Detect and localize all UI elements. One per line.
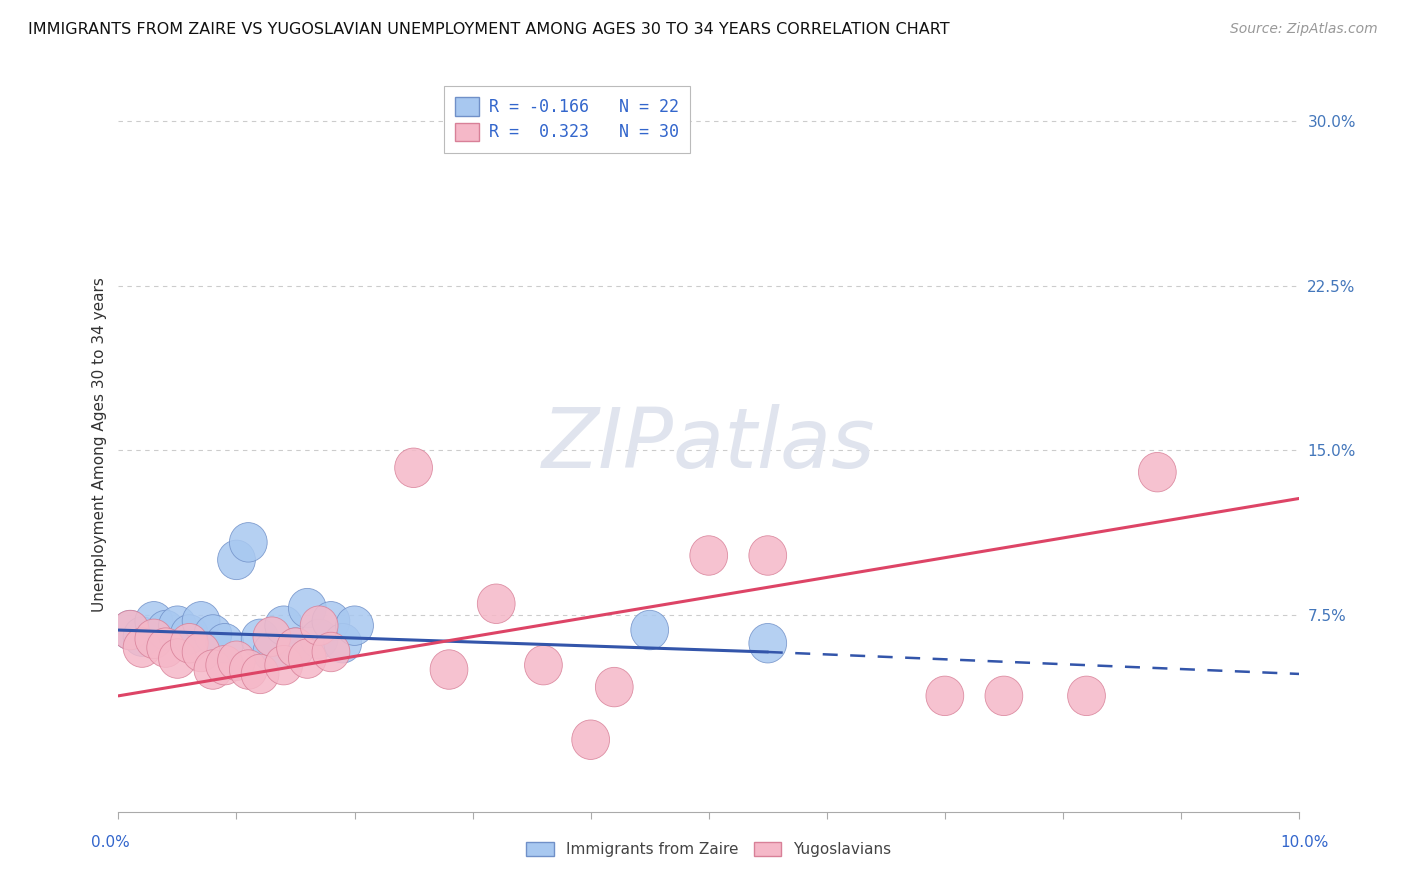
Ellipse shape [277, 628, 315, 667]
Ellipse shape [124, 617, 160, 657]
Y-axis label: Unemployment Among Ages 30 to 34 years: Unemployment Among Ages 30 to 34 years [93, 277, 107, 612]
Ellipse shape [124, 628, 160, 667]
Ellipse shape [194, 615, 232, 654]
Ellipse shape [631, 610, 669, 649]
Text: IMMIGRANTS FROM ZAIRE VS YUGOSLAVIAN UNEMPLOYMENT AMONG AGES 30 TO 34 YEARS CORR: IMMIGRANTS FROM ZAIRE VS YUGOSLAVIAN UNE… [28, 22, 949, 37]
Ellipse shape [218, 541, 256, 580]
Ellipse shape [1067, 676, 1105, 715]
Text: ZIPatlas: ZIPatlas [541, 404, 876, 485]
Ellipse shape [1139, 452, 1177, 491]
Ellipse shape [229, 649, 267, 690]
Ellipse shape [288, 589, 326, 628]
Text: 0.0%: 0.0% [91, 836, 131, 850]
Ellipse shape [301, 619, 337, 658]
Ellipse shape [229, 523, 267, 562]
Ellipse shape [170, 615, 208, 654]
Ellipse shape [524, 646, 562, 685]
Text: Source: ZipAtlas.com: Source: ZipAtlas.com [1230, 22, 1378, 37]
Ellipse shape [111, 610, 149, 649]
Ellipse shape [430, 649, 468, 690]
Ellipse shape [253, 617, 291, 657]
Ellipse shape [218, 641, 256, 681]
Ellipse shape [159, 606, 197, 646]
Ellipse shape [312, 632, 350, 672]
Ellipse shape [927, 676, 963, 715]
Ellipse shape [749, 624, 786, 663]
Ellipse shape [146, 610, 184, 649]
Ellipse shape [183, 632, 219, 672]
Ellipse shape [301, 606, 337, 646]
Ellipse shape [194, 649, 232, 690]
Ellipse shape [395, 448, 433, 488]
Ellipse shape [312, 601, 350, 641]
Ellipse shape [477, 584, 515, 624]
Ellipse shape [135, 601, 173, 641]
Ellipse shape [264, 606, 302, 646]
Ellipse shape [253, 632, 291, 672]
Ellipse shape [111, 610, 149, 649]
Ellipse shape [288, 639, 326, 678]
Ellipse shape [277, 628, 315, 667]
Ellipse shape [986, 676, 1022, 715]
Ellipse shape [336, 606, 374, 646]
Ellipse shape [205, 646, 243, 685]
Ellipse shape [242, 654, 278, 694]
Ellipse shape [264, 646, 302, 685]
Ellipse shape [690, 536, 728, 575]
Text: 10.0%: 10.0% [1281, 836, 1329, 850]
Ellipse shape [170, 624, 208, 663]
Ellipse shape [572, 720, 610, 759]
Ellipse shape [595, 667, 633, 706]
Ellipse shape [135, 619, 173, 658]
Ellipse shape [146, 628, 184, 667]
Ellipse shape [205, 624, 243, 663]
Ellipse shape [159, 639, 197, 678]
Ellipse shape [242, 619, 278, 658]
Ellipse shape [749, 536, 786, 575]
Ellipse shape [183, 601, 219, 641]
Legend: R = -0.166   N = 22, R =  0.323   N = 30: R = -0.166 N = 22, R = 0.323 N = 30 [444, 86, 690, 153]
Ellipse shape [323, 624, 361, 663]
